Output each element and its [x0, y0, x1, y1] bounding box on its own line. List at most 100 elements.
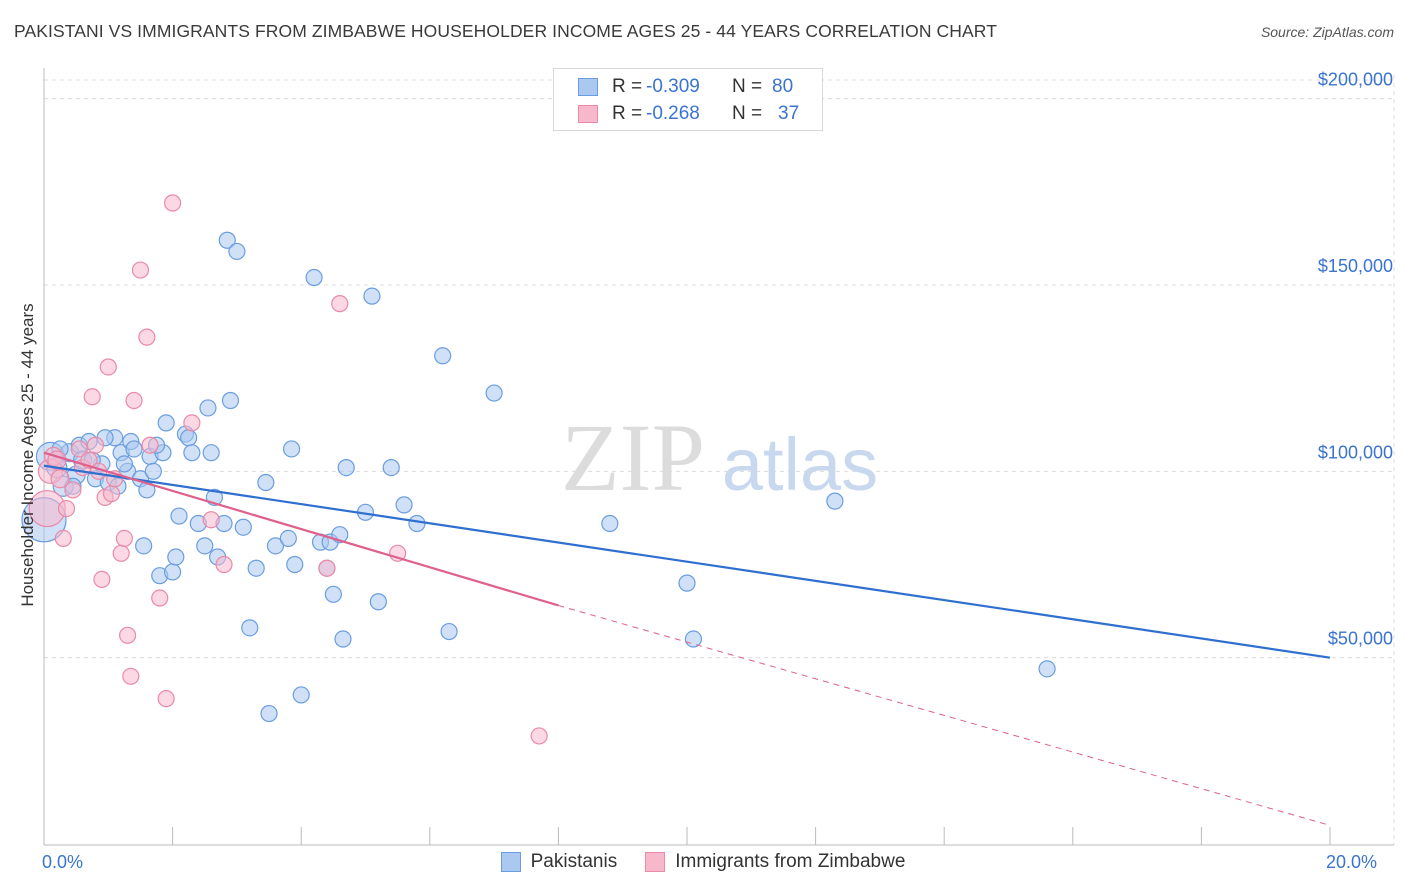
y-tick-label: $150,000 — [1318, 256, 1393, 276]
legend-r-label: R = — [612, 103, 643, 124]
data-point — [260, 704, 278, 723]
source-label: Source: ZipAtlas.com — [1260, 24, 1394, 40]
legend-r-label: R = — [612, 76, 643, 97]
data-point — [530, 727, 548, 745]
chart-title: PAKISTANI VS IMMIGRANTS FROM ZIMBABWE HO… — [14, 21, 997, 41]
legend-item-pakistanis[interactable]: Pakistanis — [500, 851, 618, 873]
data-point — [202, 511, 220, 529]
legend-swatch-zimbabwe — [578, 105, 598, 123]
data-point — [115, 455, 133, 473]
legend-row-zimbabwe: R = -0.268 N = 37 — [578, 102, 799, 126]
data-point — [64, 481, 82, 499]
legend-r-value: -0.268 — [646, 103, 700, 124]
legend-r-value: -0.309 — [646, 76, 700, 97]
data-point — [112, 544, 130, 562]
trend-line-zimbabwe — [43, 451, 559, 607]
trend-line-zimbabwe-extrapolated — [558, 605, 1331, 826]
y-tick-label: $100,000 — [1318, 442, 1393, 462]
data-point — [141, 436, 159, 454]
data-point — [395, 496, 413, 514]
watermark-zip: ZIP — [561, 404, 705, 511]
data-point — [257, 473, 275, 492]
data-point — [247, 559, 265, 577]
data-point — [138, 328, 156, 346]
data-point — [93, 570, 111, 588]
y-axis-label: Householder Income Ages 25 - 44 years — [18, 303, 37, 607]
data-point — [157, 414, 175, 432]
axes — [43, 68, 1394, 846]
data-point — [180, 429, 198, 447]
data-point — [292, 686, 310, 704]
legend-label-zimbabwe: Immigrants from Zimbabwe — [675, 851, 906, 872]
legend-row-pakistanis: R = -0.309 N = 80 — [578, 75, 793, 99]
data-point — [54, 529, 72, 548]
data-point — [826, 492, 844, 510]
legend-n-value: 80 — [772, 76, 794, 97]
data-point — [305, 268, 323, 287]
data-point — [167, 548, 185, 566]
data-point — [157, 690, 175, 708]
data-point — [363, 287, 381, 305]
data-point — [151, 589, 169, 607]
data-point — [218, 231, 236, 249]
legend-item-zimbabwe[interactable]: Immigrants from Zimbabwe — [645, 851, 905, 873]
watermark: ZIP atlas — [561, 404, 878, 511]
y-tick-label: $50,000 — [1328, 629, 1393, 649]
data-point — [241, 619, 259, 637]
gridlines — [44, 75, 1395, 845]
data-point — [286, 555, 304, 574]
data-point — [196, 537, 214, 555]
data-point — [125, 391, 143, 410]
series-pakistanis-points — [21, 231, 1056, 723]
correlation-legend: R = -0.309 N = 80 R = -0.268 N = 37 — [553, 68, 823, 131]
data-point — [135, 537, 153, 555]
data-point — [183, 414, 201, 432]
data-point — [57, 499, 76, 518]
data-point — [369, 593, 387, 611]
data-point — [266, 537, 285, 555]
data-point — [382, 458, 400, 477]
data-point — [144, 462, 162, 480]
data-point — [83, 388, 101, 406]
legend-swatch-pakistanis — [578, 78, 598, 96]
data-point — [99, 358, 117, 376]
x-tick-max: 20.0% — [1326, 852, 1378, 872]
data-point — [485, 384, 503, 402]
legend-swatch-zimbabwe — [645, 852, 666, 872]
series-legend: Pakistanis Immigrants from Zimbabwe — [0, 851, 1406, 873]
data-point — [1038, 660, 1056, 678]
data-point — [183, 444, 201, 462]
data-point — [221, 391, 240, 410]
series-zimbabwe-points — [28, 194, 548, 745]
data-point — [331, 295, 349, 313]
data-point — [324, 585, 342, 603]
data-point — [199, 399, 217, 417]
data-point — [115, 529, 133, 548]
y-tick-labels: $50,000 $100,000 $150,000 $200,000 — [1318, 70, 1393, 649]
legend-n-label: N = — [732, 103, 763, 124]
x-tick-min: 0.0% — [42, 852, 84, 872]
data-point — [118, 626, 137, 644]
data-point — [170, 507, 188, 525]
trend-line-pakistanis — [43, 464, 1331, 659]
data-point — [408, 514, 426, 533]
data-point — [164, 563, 182, 581]
data-point — [50, 469, 70, 489]
data-point — [164, 194, 182, 212]
data-point — [282, 440, 301, 458]
data-point — [102, 485, 121, 503]
data-point — [318, 559, 336, 577]
y-tick-label: $200,000 — [1318, 70, 1393, 90]
legend-label-pakistanis: Pakistanis — [530, 851, 618, 872]
data-point — [334, 630, 352, 648]
data-point — [86, 436, 105, 454]
data-point — [228, 242, 246, 261]
data-point — [678, 574, 696, 592]
data-point — [122, 667, 140, 685]
trend-lines — [43, 451, 1331, 826]
data-point — [601, 514, 619, 533]
data-point — [434, 347, 452, 365]
watermark-atlas: atlas — [722, 423, 878, 506]
legend-n-label: N = — [732, 76, 763, 97]
